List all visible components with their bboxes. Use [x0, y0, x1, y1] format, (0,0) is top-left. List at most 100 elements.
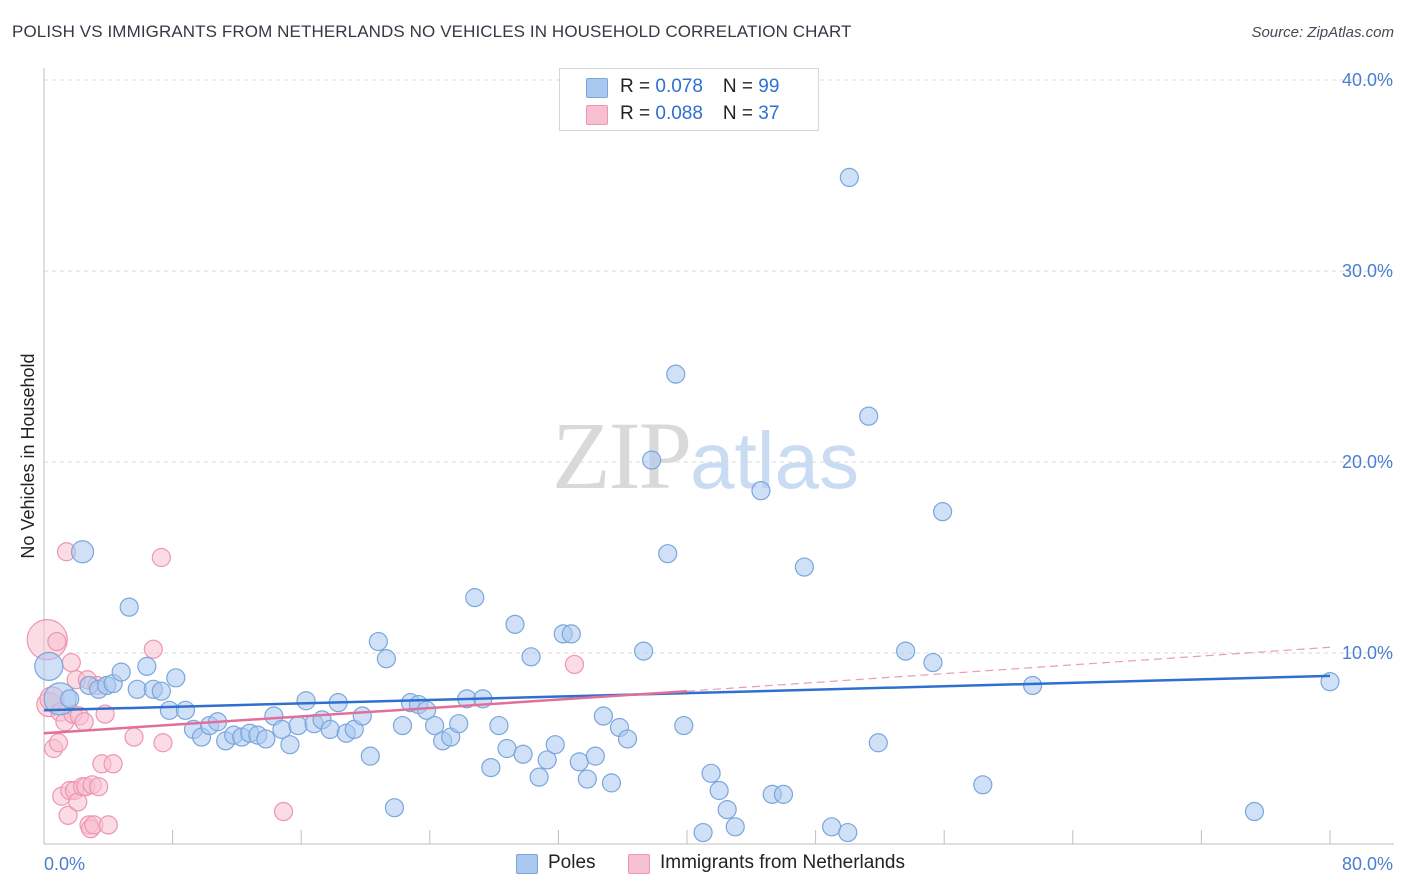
netherlands-n-value: 37 — [758, 103, 780, 124]
poles-point[interactable] — [159, 700, 179, 720]
poles-point[interactable] — [529, 767, 549, 787]
poles-point[interactable] — [674, 715, 694, 736]
poles-point[interactable] — [521, 647, 541, 667]
netherlands-point[interactable] — [564, 654, 585, 675]
poles-point[interactable] — [693, 822, 713, 843]
poles-point[interactable] — [839, 167, 859, 188]
poles-point[interactable] — [585, 746, 605, 766]
poles-point[interactable] — [896, 641, 916, 661]
poles-point[interactable] — [923, 652, 943, 673]
netherlands-r-value: 0.088 — [655, 103, 703, 124]
poles-point[interactable] — [320, 719, 340, 740]
poles-point[interactable] — [70, 540, 95, 564]
poles-point[interactable] — [151, 681, 171, 701]
poles-point[interactable] — [489, 715, 509, 736]
netherlands-point[interactable] — [58, 805, 78, 825]
poles-point[interactable] — [617, 729, 638, 749]
poles-point[interactable] — [34, 651, 64, 681]
y-tick-label: 20.0% — [1342, 452, 1393, 472]
poles-point[interactable] — [859, 406, 879, 426]
y-tick-label: 40.0% — [1342, 70, 1393, 90]
poles-point[interactable] — [384, 798, 405, 818]
netherlands-point[interactable] — [74, 712, 94, 732]
poles-point[interactable] — [505, 614, 525, 634]
netherlands-point[interactable] — [48, 733, 69, 753]
poles-point[interactable] — [368, 631, 388, 652]
poles-point[interactable] — [751, 481, 771, 501]
poles-point[interactable] — [642, 450, 662, 470]
stats-legend: R = 0.078 N = 99 R = 0.088 N = 37 — [559, 68, 819, 131]
poles-point[interactable] — [701, 763, 721, 783]
poles-swatch — [586, 78, 608, 98]
poles-point[interactable] — [288, 715, 308, 736]
poles-point[interactable] — [725, 817, 745, 837]
poles-point[interactable] — [868, 733, 888, 753]
poles-point[interactable] — [497, 738, 517, 759]
netherlands-point[interactable] — [273, 801, 294, 822]
poles-r-value: 0.078 — [655, 76, 703, 97]
poles-point[interactable] — [717, 800, 737, 820]
poles-point[interactable] — [137, 656, 157, 676]
netherlands-point[interactable] — [124, 727, 144, 747]
grid-lines — [44, 79, 1394, 654]
trend-lines — [43, 646, 1331, 735]
poles-point[interactable] — [166, 668, 186, 688]
poles-point[interactable] — [773, 784, 794, 804]
poles-point[interactable] — [280, 735, 300, 755]
poles-point[interactable] — [569, 752, 589, 772]
poles-point[interactable] — [119, 597, 139, 617]
poles-point[interactable] — [537, 750, 557, 770]
netherlands-swatch — [586, 105, 608, 125]
poles-point[interactable] — [360, 746, 380, 766]
poles-point[interactable] — [658, 544, 678, 564]
poles-point[interactable] — [425, 715, 445, 736]
watermark: ZIPatlas — [552, 400, 859, 511]
poles-n-label: N = — [722, 76, 759, 97]
poles-point[interactable] — [666, 364, 686, 384]
poles-point[interactable] — [577, 769, 597, 789]
netherlands-point[interactable] — [143, 639, 163, 659]
poles-point[interactable] — [932, 502, 953, 522]
poles-point[interactable] — [633, 641, 654, 661]
x-tick-label-min: 0.0% — [44, 854, 85, 874]
chart-title: POLISH VS IMMIGRANTS FROM NETHERLANDS NO… — [12, 22, 852, 41]
poles-point[interactable] — [601, 773, 622, 793]
poles-point[interactable] — [376, 649, 396, 669]
netherlands-point[interactable] — [98, 815, 118, 835]
poles-point[interactable] — [392, 715, 413, 736]
poles-point[interactable] — [296, 691, 316, 711]
poles-trend-line — [43, 674, 1331, 712]
netherlands-point[interactable] — [151, 547, 171, 568]
poles-point[interactable] — [709, 780, 729, 801]
poles-point[interactable] — [127, 679, 147, 699]
netherlands-point[interactable] — [61, 652, 81, 673]
poles-point[interactable] — [1023, 675, 1043, 696]
netherlands-point[interactable] — [89, 777, 109, 797]
netherlands-point[interactable] — [153, 733, 173, 753]
netherlands-n-label: N = — [722, 103, 759, 124]
netherlands-trend-extension — [686, 646, 1331, 692]
poles-point[interactable] — [794, 557, 814, 577]
watermark-zip: ZIP — [552, 402, 692, 509]
netherlands-point[interactable] — [47, 631, 67, 652]
poles-point[interactable] — [465, 588, 485, 608]
poles-r-label: R = — [620, 76, 656, 97]
netherlands-point[interactable] — [103, 754, 123, 774]
poles-point[interactable] — [60, 689, 80, 709]
poles-point[interactable] — [1244, 801, 1265, 822]
poles-point[interactable] — [561, 624, 581, 644]
poles-point[interactable] — [838, 822, 858, 843]
poles-point[interactable] — [449, 714, 469, 734]
poles-point[interactable] — [973, 775, 993, 795]
poles-point[interactable] — [175, 700, 196, 720]
poles-point[interactable] — [513, 744, 533, 764]
poles-point[interactable] — [593, 706, 614, 726]
poles-point[interactable] — [545, 735, 565, 755]
x-ticks — [43, 830, 1331, 844]
poles-point[interactable] — [111, 662, 131, 682]
poles-point[interactable] — [481, 757, 501, 778]
poles-point[interactable] — [822, 817, 842, 837]
poles-point[interactable] — [256, 729, 276, 749]
poles-point[interactable] — [352, 706, 372, 726]
